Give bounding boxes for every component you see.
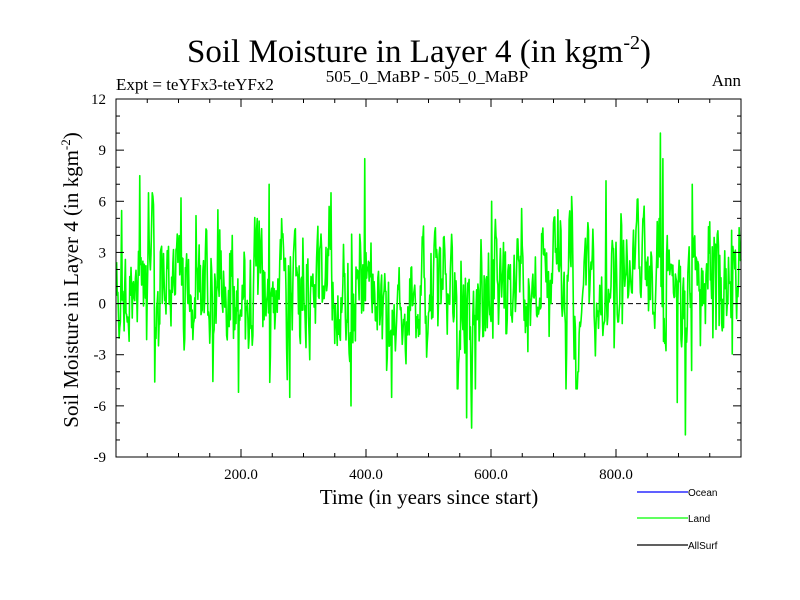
y-tick-label: 0 (99, 297, 107, 313)
x-axis-label: Time (in years since start) (320, 485, 539, 509)
legend-label-ocean: Ocean (688, 488, 717, 499)
y-tick-label: 12 (91, 92, 106, 108)
y-tick-label: 9 (99, 143, 107, 159)
chart-title-main: Soil Moisture in Layer 4 (in kgm (187, 34, 624, 70)
y-axis-label-superscript: -2 (58, 139, 73, 150)
y-tick-label: -9 (94, 450, 107, 466)
period-label: 505_0_MaBP - 505_0_MaBP (326, 67, 528, 86)
legend-label-land: Land (688, 514, 710, 525)
legend: Ocean Land AllSurf (637, 488, 718, 552)
experiment-label: Expt = teYFx3-teYFx2 (116, 75, 274, 94)
y-tick-label: -6 (94, 399, 107, 415)
season-label: Ann (712, 71, 742, 90)
legend-label-allsurf: AllSurf (688, 541, 718, 552)
y-axis-label: Soil Moisture in Layer 4 (in kgm-2) (58, 132, 83, 427)
y-tick-label: 3 (99, 245, 107, 261)
y-tick-label: 6 (99, 194, 107, 210)
y-axis-ticks: -9 -6 -3 0 3 6 9 12 (91, 92, 741, 466)
chart-title-superscript: -2 (623, 32, 640, 54)
x-tick-label: 600.0 (474, 467, 508, 483)
y-axis-label-tail: ) (59, 132, 83, 139)
y-axis-label-main: Soil Moisture in Layer 4 (in kgm (59, 150, 83, 428)
x-axis-ticks: 200.0 400.0 600.0 800.0 (146, 99, 711, 483)
x-tick-label: 400.0 (349, 467, 383, 483)
y-tick-label: -3 (94, 348, 107, 364)
chart-title: Soil Moisture in Layer 4 (in kgm-2) (187, 32, 651, 70)
x-tick-label: 800.0 (599, 467, 633, 483)
x-tick-label: 200.0 (224, 467, 258, 483)
chart-title-tail: ) (640, 34, 651, 70)
series-group (115, 132, 742, 436)
series-line-land (115, 132, 742, 436)
